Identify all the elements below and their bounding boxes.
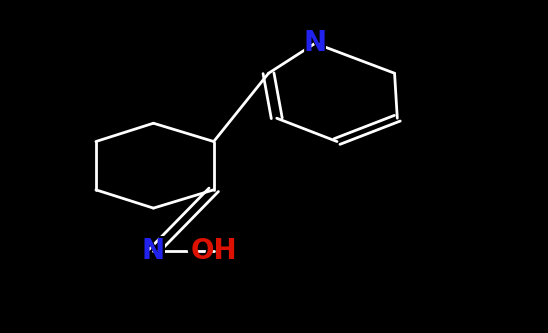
Text: N: N bbox=[304, 29, 327, 57]
Text: OH: OH bbox=[190, 237, 237, 265]
Text: N: N bbox=[139, 235, 168, 268]
Text: N: N bbox=[301, 27, 329, 60]
Text: OH: OH bbox=[186, 235, 242, 268]
Text: N: N bbox=[142, 237, 165, 265]
